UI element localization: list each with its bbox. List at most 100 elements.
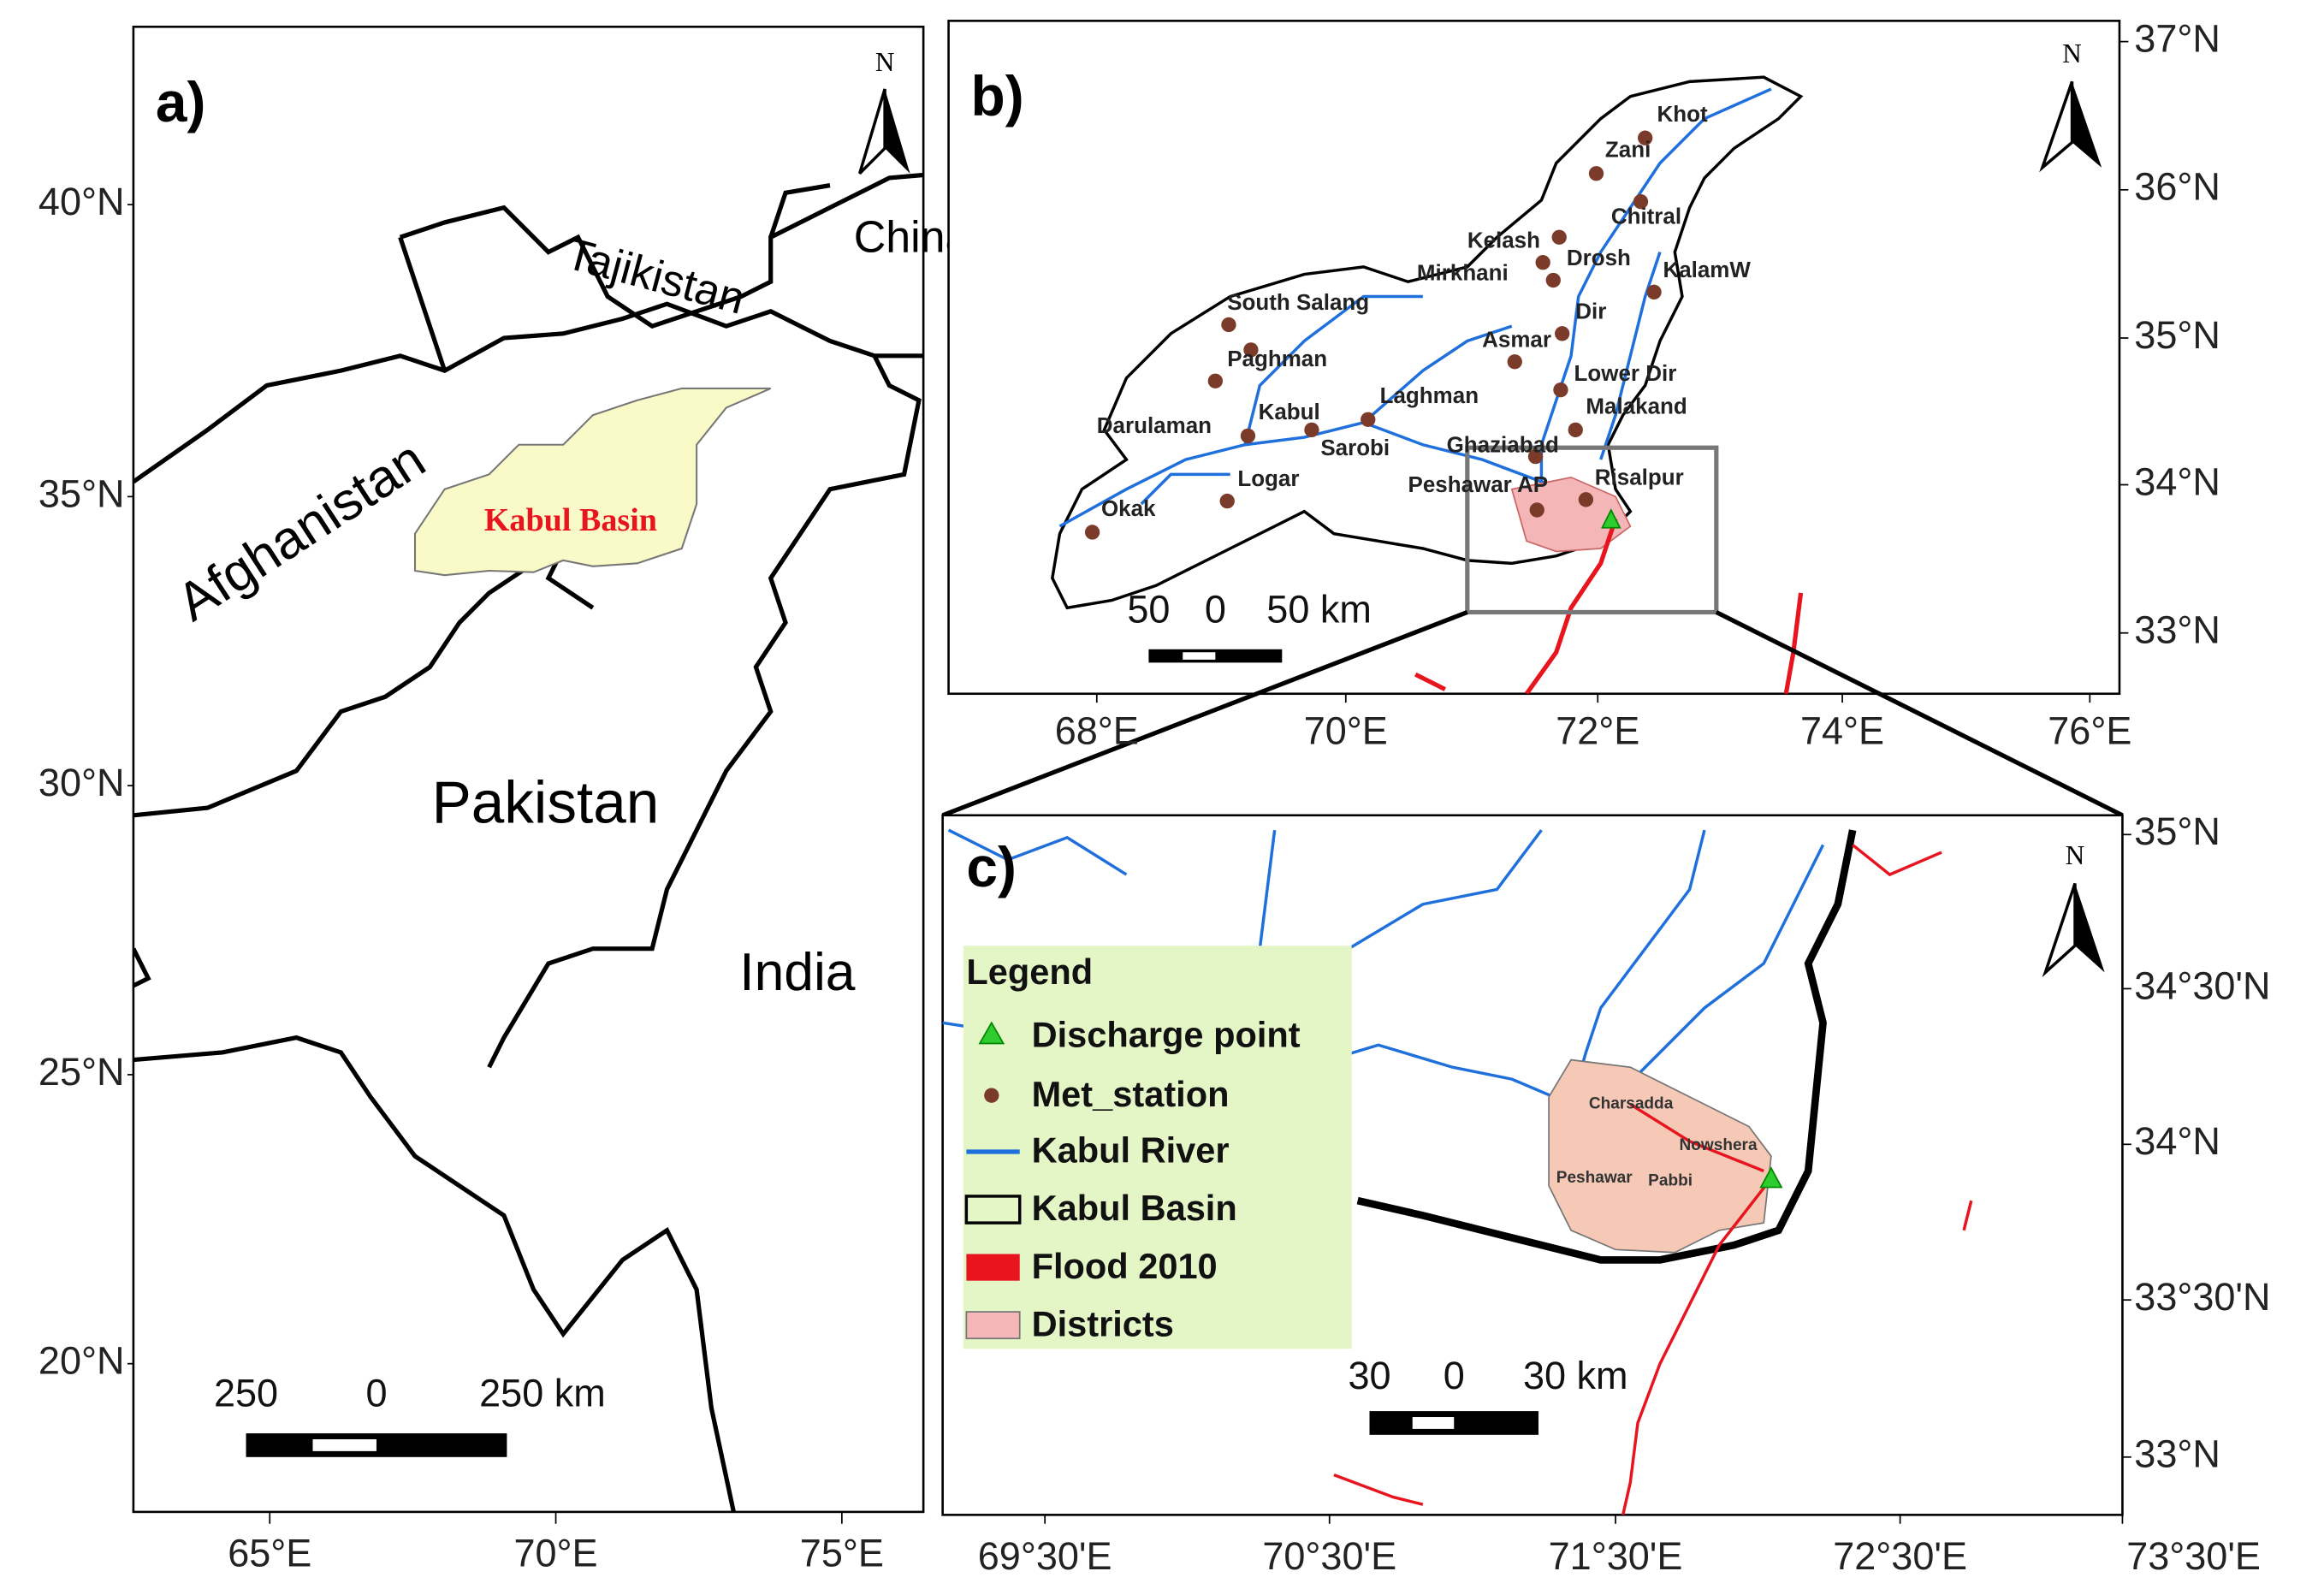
legend: Legend Discharge point Met_station Kabul R… — [963, 946, 1352, 1349]
met-station — [1638, 130, 1653, 145]
river — [1362, 324, 1513, 424]
station-label: Asmar — [1482, 326, 1551, 352]
north-arrow — [885, 89, 910, 174]
y-tick-label: 33°N — [2134, 608, 2220, 652]
station-label: Zani — [1605, 137, 1651, 163]
district-shape — [1510, 476, 1632, 553]
panel-a: a) N China Tajikistan Afghanistan Pakist… — [132, 25, 970, 1514]
legend-label: Kabul Basin — [1032, 1188, 1237, 1228]
basin-outline — [1356, 829, 1857, 1264]
y-tick-label: 37°N — [2134, 16, 2220, 60]
y-tick-label: 34°N — [2134, 1119, 2220, 1163]
scale-bar-label: 50 — [1127, 587, 1170, 631]
scale-bar-label: 250 km — [479, 1372, 606, 1415]
met-station — [1535, 255, 1550, 270]
scale-bar-label: 30 — [1348, 1354, 1390, 1397]
y-tick-label: 35°N — [2134, 809, 2220, 853]
station-label: Darulaman — [1097, 412, 1212, 438]
station-label: Risalpur — [1595, 464, 1684, 489]
x-tick-label: 76°E — [2048, 709, 2131, 752]
legend-symbol — [964, 1195, 1022, 1224]
y-tick-label: 35°N — [2134, 313, 2220, 357]
station-label: Sarobi — [1320, 435, 1390, 460]
x-tick-label: 73°30'E — [2126, 1534, 2261, 1578]
met-station — [1219, 493, 1235, 509]
station-label: Khot — [1657, 101, 1708, 127]
station-label: Kabul — [1259, 399, 1320, 424]
legend-label: Discharge point — [1032, 1015, 1301, 1055]
north-label: N — [875, 47, 895, 77]
station-label: Okak — [1101, 495, 1156, 521]
country-label: Pakistan — [432, 768, 660, 835]
y-tick-label: 36°N — [2134, 165, 2220, 209]
country-label: India — [739, 943, 856, 1002]
border — [398, 236, 448, 371]
panel-c: c) N Legend Discharge point Met_station Ka… — [941, 814, 2124, 1516]
met-station — [1207, 373, 1224, 388]
north-label: N — [2066, 840, 2085, 870]
district-shape — [1548, 1058, 1772, 1254]
x-tick-label: 68°E — [1055, 709, 1139, 752]
station-label: Paghman — [1227, 346, 1327, 371]
border — [133, 1035, 736, 1512]
met-station — [1568, 422, 1583, 438]
scale-bar-label: 250 — [214, 1372, 278, 1415]
station-label: Mirkhani — [1417, 259, 1509, 285]
met-station — [1507, 354, 1522, 370]
met-station — [1553, 382, 1568, 398]
station-label: KalamW — [1663, 257, 1751, 282]
flood-area — [1414, 672, 1447, 691]
legend-symbol — [978, 1021, 1005, 1045]
met-station — [1240, 428, 1256, 444]
scale-bar-segment — [1183, 652, 1216, 660]
legend-symbol — [984, 1088, 999, 1103]
station-label: Lower Dir — [1574, 360, 1677, 386]
met-station — [1646, 284, 1662, 299]
x-tick-label: 72°30'E — [1833, 1534, 1967, 1578]
panel-label: b) — [971, 64, 1024, 127]
frame — [132, 25, 925, 1514]
basin-label: Kabul Basin — [484, 502, 657, 538]
met-station — [1588, 166, 1604, 181]
scale-bar-label: 50 km — [1266, 587, 1372, 631]
scale-bar — [1369, 1411, 1538, 1435]
station-label: Laghman — [1380, 382, 1479, 408]
basin-shape — [413, 387, 772, 577]
y-tick-label: 34°30'N — [2134, 964, 2270, 1007]
legend-label: Met_station — [1032, 1074, 1230, 1114]
y-tick-label: 25°N — [39, 1050, 125, 1094]
legend-box — [963, 946, 1352, 1349]
legend-title: Legend — [966, 952, 1093, 992]
y-tick-label: 33°N — [2134, 1432, 2220, 1476]
met-station — [1304, 422, 1319, 438]
x-tick-label: 71°30'E — [1549, 1534, 1683, 1578]
scale-bar-label: 0 — [1205, 587, 1226, 631]
y-tick-label: 20°N — [39, 1339, 125, 1383]
y-tick-label: 35°N — [39, 471, 125, 515]
met-station — [1361, 412, 1376, 427]
connector — [1715, 610, 2124, 818]
station-label: Ghaziabad — [1447, 431, 1559, 457]
scale-bar — [246, 1433, 507, 1457]
flood-area — [1621, 1177, 1773, 1515]
district-label: Charsadda — [1589, 1095, 1674, 1113]
y-tick-label: 34°N — [2134, 460, 2220, 503]
river — [947, 828, 1128, 876]
station-label: Logar — [1237, 465, 1299, 491]
border — [487, 354, 922, 1069]
met-station — [1221, 317, 1236, 333]
scale-bar-label: 0 — [365, 1372, 387, 1415]
x-tick-label: 69°30'E — [978, 1534, 1112, 1578]
met-station — [1555, 326, 1570, 341]
discharge-point — [1601, 508, 1621, 529]
scale-bar-segment — [1412, 1417, 1455, 1429]
x-tick-label: 70°30'E — [1262, 1534, 1396, 1578]
x-tick-label: 65°E — [228, 1532, 311, 1575]
flood-area — [1962, 1200, 1973, 1231]
met-station — [1529, 502, 1544, 518]
x-tick-label: 74°E — [1800, 709, 1884, 752]
legend-label: Flood 2010 — [1032, 1246, 1218, 1286]
